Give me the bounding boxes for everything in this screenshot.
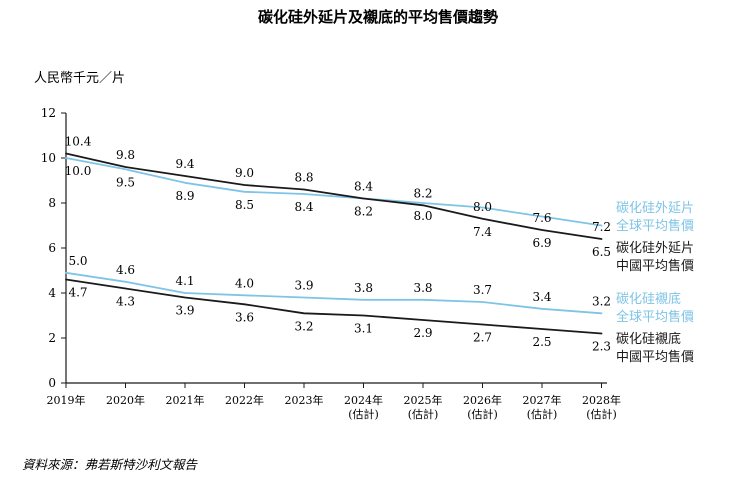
x-tick-sublabel: (估計) — [586, 407, 617, 421]
x-tick-sublabel: (估計) — [348, 407, 379, 421]
data-labels: 10.0 9.5 8.9 8.5 8.4 8.2 8.0 10.4 9.8 9.4 9.0 8.8 8.… — [65, 135, 611, 354]
x-tick-sublabel: (估計) — [467, 407, 498, 421]
x-tick-label: 2019年 — [47, 393, 86, 407]
y-axis-unit-label: 人民幣千元／片 — [34, 71, 125, 86]
data-label-epi_global: 8.4 — [294, 200, 313, 214]
data-label-epi_china: 7.2 — [592, 220, 611, 234]
legend-entry: 碳化硅外延片 — [616, 241, 694, 256]
y-tick-label: 4 — [48, 286, 56, 300]
data-label-epi_china: 8.8 — [294, 171, 313, 185]
data-label-epi_china: 9.4 — [175, 157, 194, 171]
series-line-epi_global — [65, 157, 603, 227]
data-label-sub_china: 3.6 — [235, 310, 254, 324]
data-label-sub_china: 2.5 — [532, 335, 551, 349]
y-tick-label: 10 — [41, 151, 56, 165]
data-label-sub_global: 3.8 — [413, 281, 432, 295]
y-tick-label: 2 — [48, 331, 56, 345]
legend-entry: 碳化硅襯底 — [616, 331, 681, 347]
data-label-epi_china: 8.4 — [354, 180, 373, 194]
data-label-sub_china: 3.9 — [175, 304, 194, 318]
data-label-sub_global: 5.0 — [68, 254, 87, 268]
legend-entry: 碳化硅外延片 — [616, 201, 694, 216]
legend-entry: 碳化硅襯底 — [616, 291, 681, 307]
legend-entry: 中國平均售價 — [616, 258, 694, 274]
data-label-epi_china: 6.5 — [592, 245, 611, 259]
series-line-sub_global — [65, 271, 603, 315]
data-label-sub_global: 4.6 — [116, 263, 135, 277]
x-tick-label: 2028年 — [582, 393, 621, 407]
x-tick-label: 2020年 — [106, 393, 145, 407]
data-label-epi_global: 8.0 — [413, 209, 432, 223]
x-tick-label: 2023年 — [285, 393, 324, 407]
data-label-sub_china: 2.9 — [413, 326, 432, 340]
data-label-epi_china: 8.2 — [413, 186, 432, 200]
data-label-epi_global: 10.0 — [65, 164, 92, 178]
data-label-sub_china: 2.7 — [473, 331, 492, 345]
legend-entry: 全球平均售價 — [616, 309, 694, 325]
x-tick-sublabel: (估計) — [408, 407, 439, 421]
data-label-epi_global: 9.5 — [116, 175, 135, 189]
series-line-sub_china — [65, 278, 603, 335]
data-label-epi_global: 8.9 — [175, 189, 194, 203]
data-label-sub_global: 3.4 — [532, 290, 551, 304]
data-label-epi_china: 7.4 — [473, 225, 492, 239]
x-tick-label: 2024年 — [344, 393, 383, 407]
data-label-epi_global: 8.2 — [354, 205, 373, 219]
data-label-epi_china: 7.6 — [532, 211, 551, 225]
data-label-sub_china: 3.1 — [354, 322, 373, 336]
series-line-epi_china — [65, 152, 603, 240]
data-label-sub_global: 3.2 — [592, 294, 611, 308]
data-label-sub_china: 3.2 — [294, 319, 313, 333]
x-tick-label: 2022年 — [225, 393, 264, 407]
x-tick-sublabel: (估計) — [527, 407, 558, 421]
y-tick-label: 0 — [48, 376, 56, 390]
data-label-epi_china: 6.9 — [532, 236, 551, 250]
data-label-sub_china: 4.3 — [116, 295, 135, 309]
data-label-sub_global: 3.7 — [473, 283, 492, 297]
data-label-sub_china: 2.3 — [592, 340, 611, 354]
series-lines — [65, 152, 603, 335]
data-label-epi_china: 9.8 — [116, 148, 135, 162]
data-label-sub_global: 4.0 — [235, 276, 254, 290]
data-label-sub_global: 4.1 — [175, 274, 194, 288]
y-tick-label: 8 — [48, 196, 56, 210]
source-note: 資料來源：弗若斯特沙利文報告 — [22, 457, 199, 472]
legend-entry: 中國平均售價 — [616, 349, 694, 365]
chart-title: 碳化硅外延片及襯底的平均售價趨勢 — [258, 8, 498, 26]
data-label-epi_china: 10.4 — [65, 135, 92, 149]
data-label-epi_china: 8.0 — [473, 200, 492, 214]
y-tick-label: 12 — [41, 106, 56, 120]
data-label-epi_china: 9.0 — [235, 166, 254, 180]
data-label-sub_china: 4.7 — [68, 286, 87, 300]
x-tick-label: 2021年 — [166, 393, 205, 407]
x-tick-label: 2025年 — [404, 393, 443, 407]
y-tick-label: 6 — [48, 241, 56, 255]
x-tick-label: 2027年 — [523, 393, 562, 407]
data-label-sub_global: 3.8 — [354, 281, 373, 295]
data-label-epi_global: 8.5 — [235, 198, 254, 212]
data-label-sub_global: 3.9 — [294, 279, 313, 293]
legend: 碳化硅外延片全球平均售價碳化硅外延片中國平均售價碳化硅襯底全球平均售價碳化硅襯底… — [616, 201, 694, 365]
legend-entry: 全球平均售價 — [616, 218, 694, 234]
x-tick-label: 2026年 — [463, 393, 502, 407]
